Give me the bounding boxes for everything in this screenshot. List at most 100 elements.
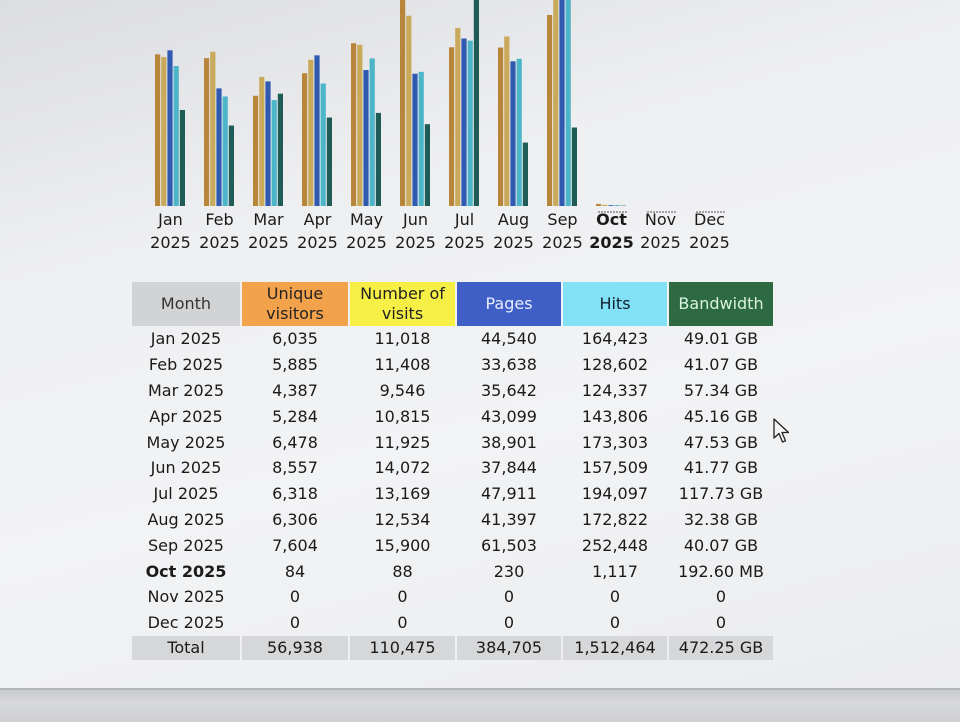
cell-hits: 0 <box>563 610 667 636</box>
cell-unique-visitors: 0 <box>242 584 348 610</box>
x-tick-year: 2025 <box>248 233 289 252</box>
x-tick-month: May <box>350 210 383 229</box>
x-tick-year: 2025 <box>493 233 534 252</box>
bar-unique-visitors-jun <box>400 0 405 206</box>
table-header-row: Month Unique visitors Number of visits P… <box>132 282 773 326</box>
total-row: Total 56,938 110,475 384,705 1,512,464 4… <box>132 636 773 660</box>
bar-bandwidth-jan <box>180 110 185 206</box>
bar-hits-oct <box>615 205 620 206</box>
header-unique-visitors-line1: Unique <box>267 284 323 303</box>
total-pages: 384,705 <box>457 636 561 660</box>
cell-month: Mar 2025 <box>132 378 240 404</box>
bar-bandwidth-aug <box>523 143 528 206</box>
cell-bandwidth: 0 <box>669 610 773 636</box>
header-number-of-visits: Number of visits <box>350 282 455 326</box>
cell-pages: 44,540 <box>457 326 561 352</box>
header-visits-line2: visits <box>382 304 423 323</box>
bar-hits-jul <box>468 41 473 206</box>
monthly-history-chart: Jan2025Feb2025Mar2025Apr2025May2025Jun20… <box>140 0 760 262</box>
total-visits: 110,475 <box>350 636 455 660</box>
x-tick-month: Sep <box>547 210 577 229</box>
header-bandwidth: Bandwidth <box>669 282 773 326</box>
bar-unique-visitors-mar <box>253 96 258 206</box>
total-hits: 1,512,464 <box>563 636 667 660</box>
cell-hits: 143,806 <box>563 403 667 429</box>
cell-month: Jul 2025 <box>132 481 240 507</box>
bar-number-of-visits-mar <box>259 77 264 206</box>
cell-pages: 61,503 <box>457 532 561 558</box>
cell-month: Dec 2025 <box>132 610 240 636</box>
header-visits-line1: Number of <box>360 284 445 303</box>
cell-month: Nov 2025 <box>132 584 240 610</box>
x-tick-year: 2025 <box>395 233 436 252</box>
x-tick-year: 2025 <box>589 233 634 252</box>
bar-pages-oct <box>608 205 613 206</box>
bar-number-of-visits-may <box>357 45 362 206</box>
bar-unique-visitors-jul <box>449 47 454 206</box>
bar-number-of-visits-jul <box>455 28 460 206</box>
bar-number-of-visits-apr <box>308 60 313 206</box>
bar-number-of-visits-jun <box>406 16 411 206</box>
cell-unique-visitors: 5,284 <box>242 403 348 429</box>
x-tick-month: Jul <box>454 210 474 229</box>
cell-visits: 11,925 <box>350 429 455 455</box>
cell-hits: 194,097 <box>563 481 667 507</box>
bar-hits-mar <box>272 100 277 206</box>
cell-hits: 173,303 <box>563 429 667 455</box>
cell-unique-visitors: 8,557 <box>242 455 348 481</box>
cell-bandwidth: 0 <box>669 584 773 610</box>
cell-pages: 38,901 <box>457 429 561 455</box>
bar-unique-visitors-aug <box>498 48 503 206</box>
bar-bandwidth-feb <box>229 126 234 206</box>
cell-pages: 35,642 <box>457 378 561 404</box>
bar-number-of-visits-jan <box>161 57 166 206</box>
x-tick-year: 2025 <box>640 233 681 252</box>
cell-unique-visitors: 6,306 <box>242 507 348 533</box>
cell-visits: 13,169 <box>350 481 455 507</box>
cell-month: Jan 2025 <box>132 326 240 352</box>
x-tick-month: Aug <box>498 210 529 229</box>
cell-hits: 1,117 <box>563 558 667 584</box>
x-tick-month: Apr <box>304 210 332 229</box>
bar-hits-jan <box>174 66 179 206</box>
bar-bandwidth-apr <box>327 118 332 206</box>
cell-unique-visitors: 6,318 <box>242 481 348 507</box>
total-bandwidth: 472.25 GB <box>669 636 773 660</box>
bar-number-of-visits-sep <box>553 0 558 206</box>
cell-bandwidth: 49.01 GB <box>669 326 773 352</box>
cell-hits: 0 <box>563 584 667 610</box>
cell-bandwidth: 32.38 GB <box>669 507 773 533</box>
cell-unique-visitors: 6,035 <box>242 326 348 352</box>
cell-bandwidth: 117.73 GB <box>669 481 773 507</box>
cell-unique-visitors: 5,885 <box>242 352 348 378</box>
cell-visits: 0 <box>350 584 455 610</box>
bar-hits-apr <box>321 84 326 206</box>
monthly-stats-table: Month Unique visitors Number of visits P… <box>130 282 775 660</box>
cell-visits: 9,546 <box>350 378 455 404</box>
bar-number-of-visits-feb <box>210 52 215 206</box>
cell-bandwidth: 40.07 GB <box>669 532 773 558</box>
header-month: Month <box>132 282 240 326</box>
bar-hits-may <box>370 58 375 206</box>
cell-month: Feb 2025 <box>132 352 240 378</box>
total-unique-visitors: 56,938 <box>242 636 348 660</box>
cell-bandwidth: 47.53 GB <box>669 429 773 455</box>
cell-bandwidth: 57.34 GB <box>669 378 773 404</box>
cell-month: Sep 2025 <box>132 532 240 558</box>
cell-month: May 2025 <box>132 429 240 455</box>
cell-hits: 157,509 <box>563 455 667 481</box>
bar-bandwidth-sep <box>572 128 577 206</box>
x-tick-month: Mar <box>253 210 284 229</box>
header-unique-visitors-line2: visitors <box>266 304 324 323</box>
header-pages: Pages <box>457 282 561 326</box>
